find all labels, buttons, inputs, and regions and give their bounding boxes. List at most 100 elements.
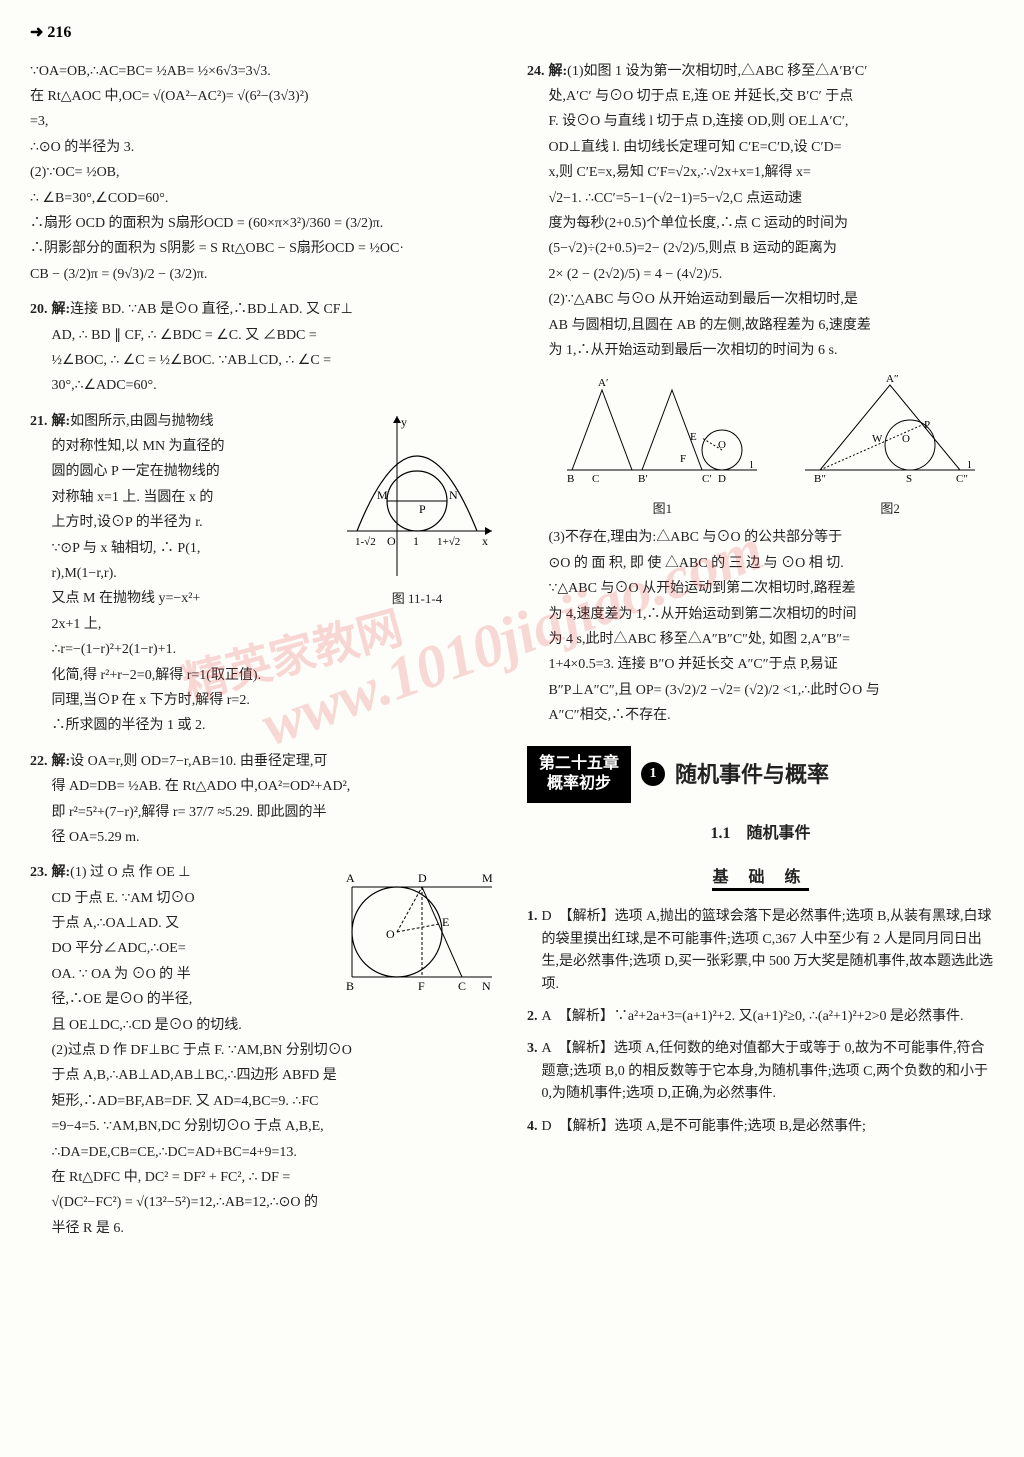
p21-line: 又点 M 在抛物线 y=−x²+ bbox=[52, 588, 330, 610]
svg-text:O: O bbox=[386, 927, 395, 941]
svg-text:C′: C′ bbox=[702, 473, 712, 485]
svg-text:F: F bbox=[680, 453, 686, 465]
pr1-body: D 【解析】选项 A,抛出的篮球会落下是必然事件;选项 B,从装有黑球,白球的袋… bbox=[542, 906, 995, 996]
pr4-text: 【解析】选项 A,是不可能事件;选项 B,是必然事件; bbox=[566, 1119, 866, 1134]
practice-3: 3. A 【解析】选项 A,任何数的绝对值都大于或等于 0,故为不可能事件,符合… bbox=[527, 1038, 994, 1105]
parabola-circle-diagram: y M N P 1-√2 O 1 1+√2 x bbox=[337, 411, 497, 581]
p24-figures: A′ O E F B C B′ C′ D l 图1 bbox=[549, 370, 995, 519]
svg-text:1+√2: 1+√2 bbox=[437, 536, 460, 548]
p20-line: ½∠BOC, ∴ ∠C = ½∠BOC. ∵AB⊥CD, ∴ ∠C = bbox=[52, 350, 498, 372]
p21-line: 化简,得 r²+r−2=0,解得 r=1(取正值). bbox=[52, 665, 498, 687]
pr2-choice: A bbox=[542, 1009, 551, 1024]
p20-body: 解:连接 BD. ∵AB 是⊙O 直径,∴BD⊥AD. 又 CF⊥ AD, ∴ … bbox=[52, 299, 498, 401]
p22-line: 即 r²=5²+(7−r)²,解得 r= 37/7 ≈5.29. 即此圆的半 bbox=[52, 802, 498, 824]
p24-line: OD⊥直线 l. 由切线长定理可知 C′E=C′D,设 C′D= bbox=[549, 137, 995, 159]
header-arrow: ➜ bbox=[30, 24, 43, 41]
p23-num: 23. bbox=[30, 862, 48, 1243]
svg-text:A″: A″ bbox=[886, 373, 899, 385]
p23-line: =9−4=5. ∵AM,BN,DC 分别切⊙O 于点 A,B,E, bbox=[52, 1116, 498, 1138]
pr2-num: 2. bbox=[527, 1006, 538, 1028]
p22-line: 解:设 OA=r,则 OD=7−r,AB=10. 由垂径定理,可 bbox=[52, 751, 498, 773]
p19-line: 在 Rt△AOC 中,OC= √(OA²−AC²)= √(6²−(3√3)²) bbox=[30, 86, 497, 108]
p23-line: ∴DA=DE,CB=CE,∴DC=AD+BC=4+9=13. bbox=[52, 1142, 498, 1164]
problem-21: 21. 解:如图所示,由圆与抛物线 的对称性知,以 MN 为直径的 圆的圆心 P… bbox=[30, 411, 497, 741]
p22-line: 得 AD=DB= ½AB. 在 Rt△ADO 中,OA²=OD²+AD², bbox=[52, 776, 498, 798]
p24-line: 为 4,速度差为 1,∴从开始运动到第二次相切的时间 bbox=[549, 604, 995, 626]
p23-line: (2)过点 D 作 DF⊥BC 于点 F. ∵AM,BN 分别切⊙O bbox=[52, 1040, 498, 1062]
problem-22: 22. 解:设 OA=r,则 OD=7−r,AB=10. 由垂径定理,可 得 A… bbox=[30, 751, 497, 853]
page-number: 216 bbox=[47, 24, 71, 41]
p23-line: √(DC²−FC²) = √(13²−5²)=12,∴AB=12,∴⊙O 的 bbox=[52, 1192, 498, 1214]
svg-text:A: A bbox=[346, 871, 355, 885]
p19-line: ∴扇形 OCD 的面积为 S扇形OCD = (60×π×3²)/360 = (3… bbox=[30, 213, 497, 235]
pr4-body: D 【解析】选项 A,是不可能事件;选项 B,是必然事件; bbox=[542, 1116, 995, 1138]
pr3-num: 3. bbox=[527, 1038, 538, 1105]
p21-line: 解:如图所示,由圆与抛物线 bbox=[52, 411, 330, 433]
pr2-body: A 【解析】∵a²+2a+3=(a+1)²+2. 又(a+1)²≥0, ∴(a²… bbox=[542, 1006, 995, 1028]
pr3-body: A 【解析】选项 A,任何数的绝对值都大于或等于 0,故为不可能事件,符合题意;… bbox=[542, 1038, 995, 1105]
svg-text:C: C bbox=[458, 979, 466, 993]
left-column: ∵OA=OB,∴AC=BC= ½AB= ½×6√3=3√3. 在 Rt△AOC … bbox=[30, 61, 497, 1254]
p19-body: ∵OA=OB,∴AC=BC= ½AB= ½×6√3=3√3. 在 Rt△AOC … bbox=[30, 61, 497, 290]
p21-line: ∵⊙P 与 x 轴相切, ∴ P(1, bbox=[52, 538, 330, 560]
practice-1: 1. D 【解析】选项 A,抛出的篮球会落下是必然事件;选项 B,从装有黑球,白… bbox=[527, 906, 994, 996]
svg-text:P: P bbox=[419, 502, 426, 516]
p21-body: 解:如图所示,由圆与抛物线 的对称性知,以 MN 为直径的 圆的圆心 P 一定在… bbox=[52, 411, 498, 741]
svg-text:1-√2: 1-√2 bbox=[355, 536, 376, 548]
p23-line: DO 平分∠ADC,∴OE= bbox=[52, 938, 325, 960]
p21-line: 2x+1 上, bbox=[52, 614, 330, 636]
svg-text:D: D bbox=[418, 871, 427, 885]
svg-text:S: S bbox=[906, 473, 912, 485]
p20-num: 20. bbox=[30, 299, 48, 401]
svg-text:N: N bbox=[449, 488, 458, 502]
pr1-choice: D bbox=[542, 909, 552, 924]
p22-body: 解:设 OA=r,则 OD=7−r,AB=10. 由垂径定理,可 得 AD=DB… bbox=[52, 751, 498, 853]
svg-text:O: O bbox=[902, 433, 910, 445]
p23-line: 矩形,∴AD=BF,AB=DF. 又 AD=4,BC=9. ∴FC bbox=[52, 1091, 498, 1113]
p24-line: 解:(1)如图 1 设为第一次相切时,△ABC 移至△A′B′C′ bbox=[549, 61, 995, 83]
svg-text:y: y bbox=[401, 415, 407, 429]
chapter-header: 第二十五章 概率初步 1 随机事件与概率 bbox=[527, 746, 994, 804]
p24-line: 1+4×0.5=3. 连接 B″O 并延长交 A″C″于点 P,易证 bbox=[549, 654, 995, 676]
circle-tangent-diagram: A D M O E B F C N bbox=[332, 862, 497, 1002]
pr3-text: 【解析】选项 A,任何数的绝对值都大于或等于 0,故为不可能事件,符合题意;选项… bbox=[542, 1041, 988, 1101]
p24-line: ⊙O 的 面 积, 即 使 △ABC 的 三 边 与 ⊙O 相 切. bbox=[549, 553, 995, 575]
pr1-num: 1. bbox=[527, 906, 538, 996]
svg-text:B″: B″ bbox=[814, 473, 826, 485]
p24-fig2: A″ W O P B″ S C″ l 图2 bbox=[800, 370, 980, 519]
svg-text:l: l bbox=[968, 459, 971, 471]
p22-num: 22. bbox=[30, 751, 48, 853]
svg-text:F: F bbox=[418, 979, 425, 993]
practice-label: 基 础 练 bbox=[527, 865, 994, 895]
problem-24: 24. 解:(1)如图 1 设为第一次相切时,△ABC 移至△A′B′C′ 处,… bbox=[527, 61, 994, 731]
p21-fig-caption: 图 11-1-4 bbox=[337, 589, 497, 610]
p24-line: √2−1. ∴CC′=5−1−(√2−1)=5−√2,C 点运动速 bbox=[549, 188, 995, 210]
svg-text:D: D bbox=[718, 473, 726, 485]
section-1-1: 1.1 随机事件 bbox=[527, 821, 994, 847]
p20-line: 解:连接 BD. ∵AB 是⊙O 直径,∴BD⊥AD. 又 CF⊥ bbox=[52, 299, 498, 321]
p24-fig1: A′ O E F B C B′ C′ D l 图1 bbox=[562, 370, 762, 519]
pr3-choice: A bbox=[542, 1041, 551, 1056]
p24-line: 处,A′C′ 与⊙O 切于点 E,连 OE 并延长,交 B′C′ 于点 bbox=[549, 86, 995, 108]
svg-text:C″: C″ bbox=[956, 473, 968, 485]
svg-text:l: l bbox=[750, 459, 753, 471]
svg-text:A′: A′ bbox=[598, 377, 608, 389]
pr4-choice: D bbox=[542, 1119, 552, 1134]
p23-line: CD 于点 E. ∵AM 切⊙O bbox=[52, 888, 325, 910]
p19-line: CB − (3/2)π = (9√3)/2 − (3/2)π. bbox=[30, 264, 497, 286]
p21-line: r),M(1−r,r). bbox=[52, 563, 330, 585]
p19-line: ∵OA=OB,∴AC=BC= ½AB= ½×6√3=3√3. bbox=[30, 61, 497, 83]
p21-line: 圆的圆心 P 一定在抛物线的 bbox=[52, 461, 330, 483]
svg-text:B: B bbox=[346, 979, 354, 993]
p24-line: (5−√2)÷(2+0.5)=2− (2√2)/5,则点 B 运动的距离为 bbox=[549, 238, 995, 260]
right-column: 24. 解:(1)如图 1 设为第一次相切时,△ABC 移至△A′B′C′ 处,… bbox=[527, 61, 994, 1254]
p24-line: 2× (2 − (2√2)/5) = 4 − (4√2)/5. bbox=[549, 264, 995, 286]
p19-line: =3, bbox=[30, 111, 497, 133]
svg-text:O: O bbox=[387, 534, 396, 548]
p24-line: F. 设⊙O 与直线 l 切于点 D,连接 OD,则 OE⊥A′C′, bbox=[549, 111, 995, 133]
problem-19-continuation: ∵OA=OB,∴AC=BC= ½AB= ½×6√3=3√3. 在 Rt△AOC … bbox=[30, 61, 497, 290]
page-header: ➜216 bbox=[30, 20, 994, 46]
p24-line: (3)不存在,理由为:△ABC 与⊙O 的公共部分等于 bbox=[549, 527, 995, 549]
fig1-caption: 图1 bbox=[562, 499, 762, 520]
p24-line: 为 1,∴从开始运动到最后一次相切的时间为 6 s. bbox=[549, 340, 995, 362]
